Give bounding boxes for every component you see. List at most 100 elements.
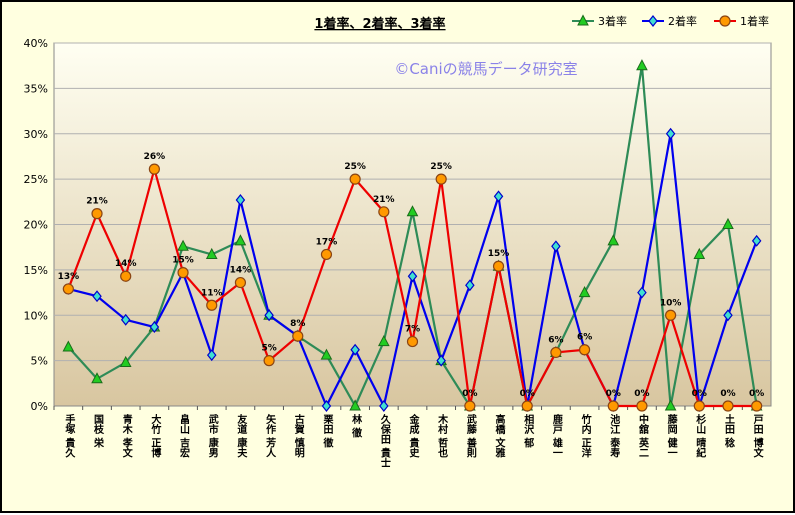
data-point bbox=[464, 400, 476, 412]
legend: 3着率 2着率 1着率 bbox=[572, 14, 769, 28]
data-label: 0% bbox=[720, 389, 735, 399]
data-point bbox=[264, 309, 274, 322]
data-point bbox=[406, 205, 419, 217]
data-point bbox=[407, 270, 418, 283]
data-point bbox=[636, 59, 648, 71]
data-point bbox=[607, 400, 619, 412]
data-label: 25% bbox=[344, 162, 366, 172]
y-tick-label: 35% bbox=[24, 82, 48, 95]
data-point bbox=[406, 335, 419, 348]
x-tick-label: 相沢 郁 bbox=[522, 413, 535, 448]
data-point bbox=[551, 240, 561, 253]
data-point bbox=[120, 270, 132, 282]
x-tick-label: 畠山 吉宏 bbox=[178, 413, 190, 458]
data-point bbox=[722, 217, 734, 229]
x-tick-label: 土田 稔 bbox=[722, 413, 734, 448]
data-point bbox=[665, 127, 676, 140]
data-label: 15% bbox=[172, 256, 194, 266]
data-point bbox=[465, 279, 475, 292]
data-point bbox=[435, 173, 447, 185]
data-point bbox=[693, 247, 706, 259]
x-tick-label: 金成 貴史 bbox=[407, 413, 420, 458]
data-label: 14% bbox=[115, 259, 137, 269]
y-tick-label: 15% bbox=[24, 264, 48, 277]
y-tick-label: 40% bbox=[24, 37, 48, 50]
data-point bbox=[751, 400, 763, 412]
data-label: 8% bbox=[290, 319, 305, 329]
data-point bbox=[378, 206, 390, 218]
data-point bbox=[263, 355, 275, 367]
y-tick-label: 20% bbox=[24, 219, 48, 232]
chart-title: 1着率、2着率、3着率 bbox=[314, 16, 445, 32]
legend-label: 2着率 bbox=[668, 14, 697, 28]
data-label: 0% bbox=[606, 389, 621, 399]
data-point bbox=[722, 400, 734, 412]
data-point bbox=[492, 260, 505, 272]
data-label: 15% bbox=[488, 249, 510, 259]
data-point bbox=[751, 234, 762, 247]
x-tick-label: 国枝 栄 bbox=[92, 414, 105, 448]
data-point bbox=[349, 173, 361, 185]
data-point bbox=[349, 399, 361, 411]
data-point bbox=[550, 346, 562, 359]
data-point bbox=[92, 290, 102, 303]
y-tick-label: 25% bbox=[24, 173, 48, 186]
data-point bbox=[723, 309, 733, 322]
data-label: 5% bbox=[261, 344, 276, 354]
x-tick-label: 藤岡 健一 bbox=[665, 413, 677, 458]
data-point bbox=[350, 343, 360, 356]
data-point bbox=[206, 349, 217, 362]
watermark-text: ©Caniの競馬データ研究室 bbox=[394, 60, 577, 78]
x-tick-label: 鹿戸 雄一 bbox=[550, 413, 563, 458]
data-point bbox=[665, 309, 677, 321]
data-point bbox=[693, 400, 705, 412]
data-label: 21% bbox=[86, 197, 108, 207]
data-label: 0% bbox=[749, 389, 764, 399]
x-tick-label: 武藤 善則 bbox=[464, 413, 477, 458]
data-label: 6% bbox=[548, 335, 563, 345]
x-tick-label: 池江 泰寿 bbox=[608, 413, 621, 458]
x-tick-label: 武市 康男 bbox=[206, 413, 218, 458]
data-point bbox=[320, 248, 333, 261]
x-tick-label: 手塚 貴久 bbox=[63, 413, 76, 458]
data-label: 17% bbox=[316, 237, 338, 247]
data-label: 26% bbox=[144, 152, 166, 162]
y-tick-label: 0% bbox=[31, 400, 48, 413]
x-tick-label: 戸田 博文 bbox=[751, 414, 763, 458]
data-point bbox=[205, 247, 218, 259]
x-tick-label: 友道 康夫 bbox=[235, 413, 248, 458]
data-point bbox=[578, 344, 591, 356]
data-label: 7% bbox=[405, 325, 420, 335]
data-point bbox=[91, 372, 103, 384]
x-tick-label: 久保田 貴士 bbox=[378, 413, 391, 468]
legend-marker bbox=[719, 15, 731, 27]
data-label: 0% bbox=[520, 389, 535, 399]
data-point bbox=[177, 239, 189, 251]
data-point bbox=[120, 313, 131, 326]
y-tick-label: 30% bbox=[24, 128, 48, 141]
data-point bbox=[62, 283, 74, 295]
data-label: 21% bbox=[373, 195, 395, 205]
data-label: 0% bbox=[634, 389, 649, 399]
data-label: 0% bbox=[692, 389, 707, 399]
x-tick-label: 木村 哲也 bbox=[436, 413, 449, 458]
data-point bbox=[377, 334, 390, 347]
data-point bbox=[493, 190, 504, 203]
legend-label: 3着率 bbox=[598, 14, 627, 28]
x-tick-label: 高橋 文雅 bbox=[493, 413, 505, 458]
data-point bbox=[664, 399, 677, 411]
data-label: 13% bbox=[58, 272, 80, 282]
x-tick-label: 林 徹 bbox=[350, 413, 363, 438]
data-point bbox=[148, 163, 160, 175]
legend-label: 1着率 bbox=[740, 14, 769, 28]
data-label: 11% bbox=[201, 288, 223, 298]
data-point bbox=[607, 234, 620, 246]
x-tick-label: 竹内 正洋 bbox=[579, 413, 592, 458]
x-tick-label: 中舘 英二 bbox=[636, 413, 649, 458]
x-tick-label: 栗田 徹 bbox=[321, 414, 334, 448]
data-label: 10% bbox=[660, 298, 682, 308]
data-point bbox=[149, 321, 160, 334]
data-point bbox=[235, 194, 246, 206]
data-label: 6% bbox=[577, 333, 592, 343]
y-tick-label: 10% bbox=[24, 309, 48, 322]
